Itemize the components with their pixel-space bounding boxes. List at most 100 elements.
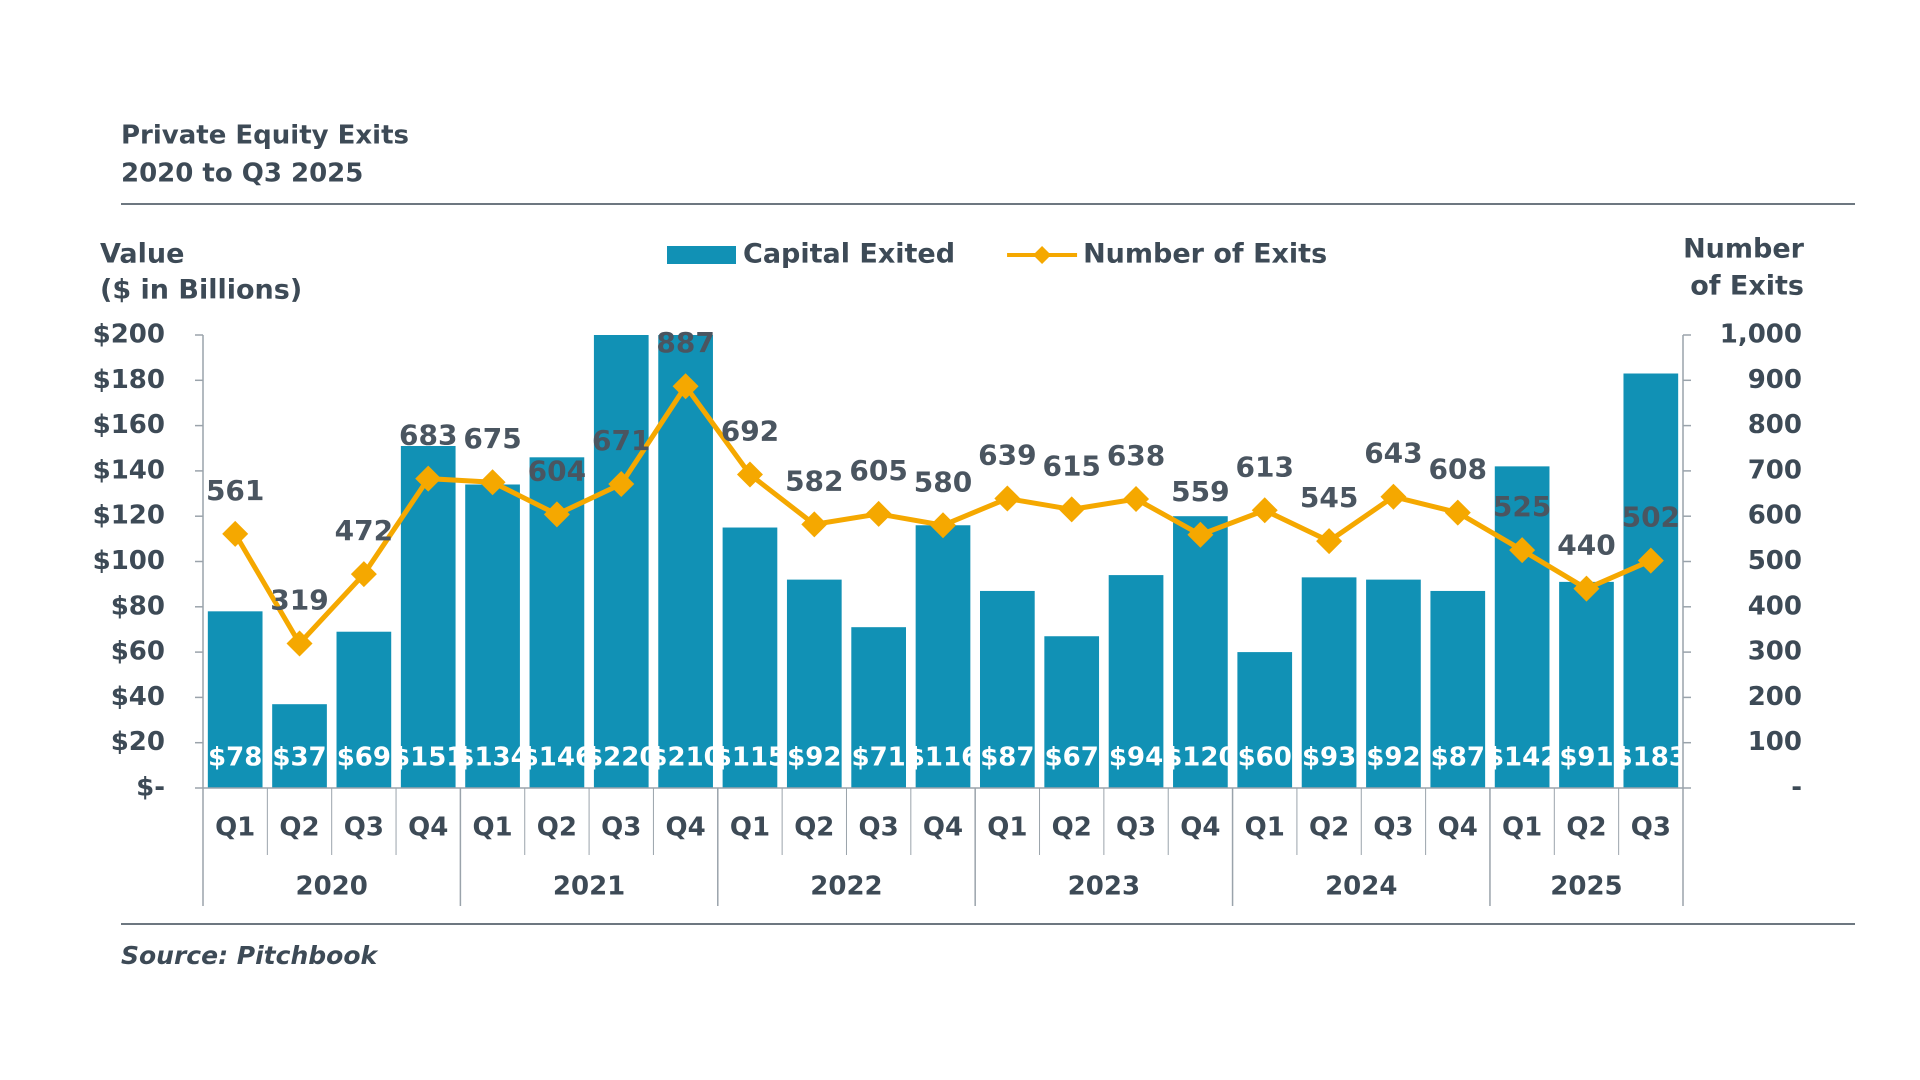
- line-value-label: 545: [1300, 481, 1358, 514]
- line-marker: [1573, 575, 1600, 602]
- line-marker: [286, 630, 313, 657]
- chart-title: Private Equity Exits: [121, 121, 409, 151]
- bar: [1108, 575, 1164, 788]
- bar-value-label: $78: [208, 743, 262, 773]
- line-marker: [350, 561, 377, 588]
- line-marker: [479, 469, 506, 496]
- line-marker: [994, 485, 1021, 512]
- legend-label: Capital Exited: [743, 239, 955, 270]
- line-value-label: 582: [785, 464, 843, 497]
- line-marker: [415, 465, 442, 492]
- bar: [786, 579, 842, 788]
- group-label: 2021: [553, 872, 625, 902]
- y-tick-label: $40: [111, 682, 165, 712]
- bar-value-label: $220: [585, 743, 657, 773]
- x-tick-label: Q1: [987, 813, 1027, 843]
- line-marker: [543, 501, 570, 528]
- line-value-label: 671: [592, 424, 650, 457]
- x-tick-label: Q2: [1052, 813, 1092, 843]
- y2-tick-label: 200: [1748, 682, 1802, 712]
- line-value-label: 605: [849, 454, 907, 487]
- bar: [1173, 516, 1228, 788]
- x-tick-label: Q2: [1566, 813, 1606, 843]
- bar: [1366, 579, 1421, 788]
- y2-tick-label: 700: [1748, 455, 1802, 485]
- bar-value-label: $183: [1615, 743, 1687, 773]
- y-axis-title: Value: [100, 239, 184, 270]
- bar: [1430, 590, 1486, 788]
- line-value-label: 638: [1107, 439, 1165, 472]
- group-label: 2025: [1550, 872, 1622, 902]
- line-value-label: 561: [206, 474, 264, 507]
- legend-label: Number of Exits: [1083, 239, 1327, 270]
- y2-axis-title: Number: [1683, 234, 1805, 265]
- line-marker: [1187, 521, 1214, 548]
- x-tick-label: Q3: [859, 813, 899, 843]
- bar: [465, 484, 520, 788]
- bar: [851, 627, 906, 788]
- line-marker: [672, 373, 699, 400]
- bar-value-label: $120: [1164, 743, 1236, 773]
- y-tick-label: $180: [93, 365, 165, 395]
- bar: [400, 445, 456, 788]
- bar-value-label: $151: [392, 743, 464, 773]
- x-tick-label: Q2: [794, 813, 834, 843]
- x-tick-label: Q4: [923, 813, 963, 843]
- bar-value-label: $69: [337, 743, 391, 773]
- bar: [593, 335, 649, 788]
- bar-value-label: $37: [272, 743, 326, 773]
- y2-tick-label: 600: [1748, 501, 1802, 531]
- line-marker: [1380, 483, 1407, 510]
- y-tick-label: $20: [111, 727, 165, 757]
- bar: [722, 527, 778, 788]
- line-value-label: 613: [1236, 450, 1294, 483]
- bar-value-label: $87: [1431, 743, 1485, 773]
- line-value-label: 615: [1042, 449, 1100, 482]
- line-marker: [801, 511, 828, 538]
- bar-value-label: $146: [521, 743, 593, 773]
- bar-value-label: $67: [1045, 743, 1099, 773]
- y2-tick-label: -: [1791, 773, 1802, 803]
- bar-value-label: $87: [980, 743, 1034, 773]
- bar: [1559, 581, 1614, 788]
- line-value-label: 525: [1493, 490, 1551, 523]
- x-tick-label: Q4: [666, 813, 706, 843]
- bar: [1623, 373, 1679, 788]
- line-value-label: 440: [1557, 529, 1615, 562]
- x-tick-label: Q2: [279, 813, 319, 843]
- y-tick-label: $140: [93, 455, 165, 485]
- line-value-label: 580: [914, 465, 972, 498]
- line-marker: [1444, 499, 1471, 526]
- bar-value-label: $91: [1559, 743, 1613, 773]
- group-label: 2024: [1325, 872, 1397, 902]
- x-tick-label: Q2: [1309, 813, 1349, 843]
- x-tick-label: Q1: [730, 813, 770, 843]
- line-value-label: 675: [463, 422, 521, 455]
- x-tick-label: Q3: [1631, 813, 1671, 843]
- x-tick-label: Q1: [215, 813, 255, 843]
- bar-value-label: $210: [649, 743, 721, 773]
- line-value-label: 608: [1429, 453, 1487, 486]
- line-marker: [222, 520, 249, 547]
- bar-value-label: $71: [852, 743, 906, 773]
- group-label: 2023: [1068, 872, 1140, 902]
- bar: [1237, 652, 1293, 788]
- source-note: Source: Pitchbook: [121, 941, 378, 970]
- line-marker: [1637, 547, 1664, 574]
- x-tick-label: Q4: [408, 813, 448, 843]
- y2-tick-label: 900: [1748, 365, 1802, 395]
- x-tick-label: Q1: [1245, 813, 1285, 843]
- y-tick-label: $120: [93, 501, 165, 531]
- line-marker: [1058, 496, 1085, 523]
- x-tick-label: Q3: [601, 813, 641, 843]
- y-tick-label: $60: [111, 637, 165, 667]
- y-tick-label: $160: [93, 410, 165, 440]
- bar: [1044, 636, 1100, 788]
- line-marker: [1316, 528, 1343, 555]
- y2-tick-label: 1,000: [1720, 320, 1802, 350]
- line-value-label: 683: [399, 419, 457, 452]
- x-tick-label: Q4: [1438, 813, 1478, 843]
- line-value-label: 643: [1364, 437, 1422, 470]
- line-marker: [1509, 537, 1536, 564]
